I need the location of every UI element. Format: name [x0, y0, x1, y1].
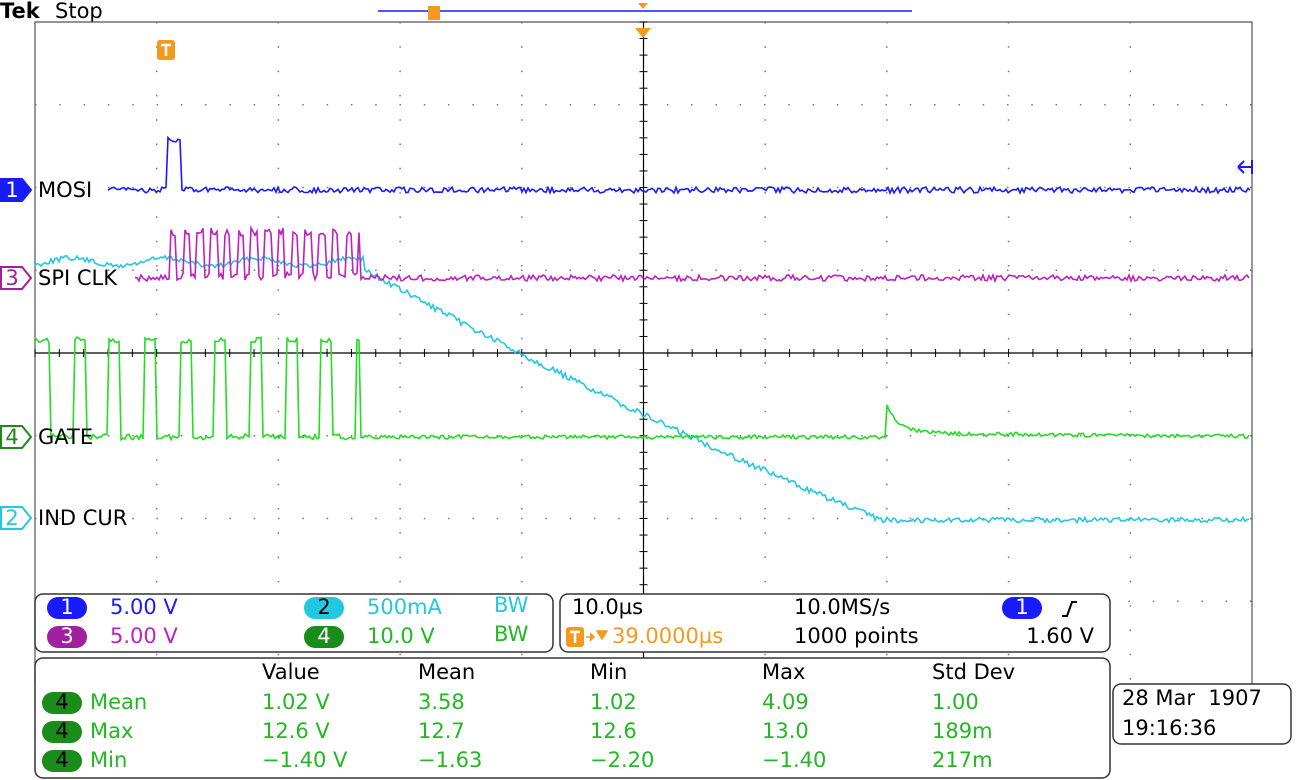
channel-number: 2 — [5, 506, 18, 530]
measurement-cell: 12.6 — [590, 719, 637, 743]
channel-labels: 1 MOSI 3 SPI CLK 4 GATE 2 IND CUR — [0, 178, 127, 530]
source-badge — [42, 750, 82, 772]
measurement-cell: −1.63 — [418, 748, 482, 772]
trigger-source: 1 — [1015, 595, 1028, 619]
trigger-source-badge — [1002, 597, 1042, 619]
channel-scale: 5.00 V — [110, 624, 178, 648]
channel-marker — [0, 506, 33, 530]
channel-label: IND CUR — [38, 506, 127, 530]
channel-scales: 1 5.00 V 2 500mA BW 3 5.00 V 4 10.0 V BW — [47, 593, 529, 648]
sample-rate: 10.0MS/s — [794, 595, 890, 619]
timestamp-panel — [1112, 683, 1292, 745]
date: 28 Mar 1907 — [1122, 686, 1262, 710]
trigger-marker — [157, 28, 1253, 174]
bandwidth-limit: BW — [494, 593, 529, 617]
channel-badge — [47, 597, 87, 619]
bandwidth-limit: BW — [494, 622, 529, 646]
measurement-table: Value Mean Min Max Std Dev 4 Mean 1.02 V 3.58 1.0… — [42, 660, 1015, 772]
run-status: Stop — [55, 0, 103, 23]
channel-badge-number: 2 — [317, 595, 330, 619]
measurement-cell: 12.7 — [418, 719, 465, 743]
trigger-position: 39.0000µs — [612, 624, 723, 648]
measurement-panel — [34, 657, 1111, 779]
trigger-icon-glyph — [570, 630, 580, 643]
measurement-cell: 3.58 — [418, 690, 465, 714]
trigger-record-marker — [428, 6, 440, 20]
measurement-cell: 12.6 V — [262, 719, 330, 743]
measurement-cell: −1.40 — [762, 748, 826, 772]
channel-scale: 500mA — [367, 595, 443, 619]
channel-label: SPI CLK — [38, 266, 118, 290]
channel-marker — [0, 425, 33, 449]
channel-scale: 5.00 V — [110, 595, 178, 619]
column-header: Mean — [418, 660, 475, 684]
measurement-cell: −1.40 V — [262, 748, 348, 772]
expansion-marker — [635, 28, 651, 38]
source-number: 4 — [55, 719, 68, 743]
trigger-position-icon — [566, 627, 609, 647]
measurement-name: Mean — [90, 690, 147, 714]
trigger-level: 1.60 V — [1026, 624, 1094, 648]
brand: Tek — [0, 0, 41, 23]
channel-number: 4 — [5, 425, 18, 449]
channel-badge — [47, 626, 87, 648]
trace-green — [34, 336, 1250, 442]
channel-badge-number: 1 — [60, 595, 73, 619]
channel-badge — [304, 597, 344, 619]
measurement-cell: 1.02 V — [262, 690, 330, 714]
channel-label: MOSI — [38, 178, 92, 202]
measurement-cell: 1.00 — [932, 690, 979, 714]
source-badge — [42, 692, 82, 714]
measurement-cell: 217m — [932, 748, 993, 772]
measurement-name: Max — [90, 719, 133, 743]
channel-number: 3 — [5, 266, 18, 290]
measurement-cell: −2.20 — [590, 748, 654, 772]
channel-label: GATE — [38, 425, 93, 449]
trigger-badge-glyph — [161, 43, 171, 56]
measurement-cell: 4.09 — [762, 690, 809, 714]
column-header: Std Dev — [932, 660, 1015, 684]
trigger-slope — [1062, 601, 1077, 617]
channel-badge — [304, 626, 344, 648]
channel-marker — [0, 178, 33, 202]
channel-marker — [0, 266, 33, 290]
measurement-name: Min — [90, 748, 127, 772]
record-length: 1000 points — [794, 624, 919, 648]
trace-magenta — [134, 225, 1250, 284]
vertical-panel — [34, 593, 554, 653]
channel-number: 1 — [5, 178, 18, 202]
source-number: 4 — [55, 690, 68, 714]
waveforms — [34, 135, 1251, 525]
arrow-icon — [586, 630, 609, 642]
source-badge — [42, 721, 82, 743]
column-header: Value — [262, 660, 320, 684]
column-header: Max — [762, 660, 805, 684]
trigger-level-arrow — [1237, 160, 1253, 174]
expansion-marker-top — [638, 3, 648, 9]
channel-scale: 10.0 V — [367, 624, 435, 648]
measurement-cell: 1.02 — [590, 690, 637, 714]
timebase: 10.0µs — [572, 595, 643, 619]
measurement-cell: 13.0 — [762, 719, 809, 743]
horizontal-panel — [559, 593, 1111, 653]
measurement-cell: 189m — [932, 719, 993, 743]
trace-blue — [107, 135, 1251, 196]
time: 19:16:36 — [1122, 716, 1216, 740]
column-header: Min — [590, 660, 627, 684]
channel-badge-number: 4 — [317, 624, 330, 648]
channel-badge-number: 3 — [60, 624, 73, 648]
source-number: 4 — [55, 748, 68, 772]
